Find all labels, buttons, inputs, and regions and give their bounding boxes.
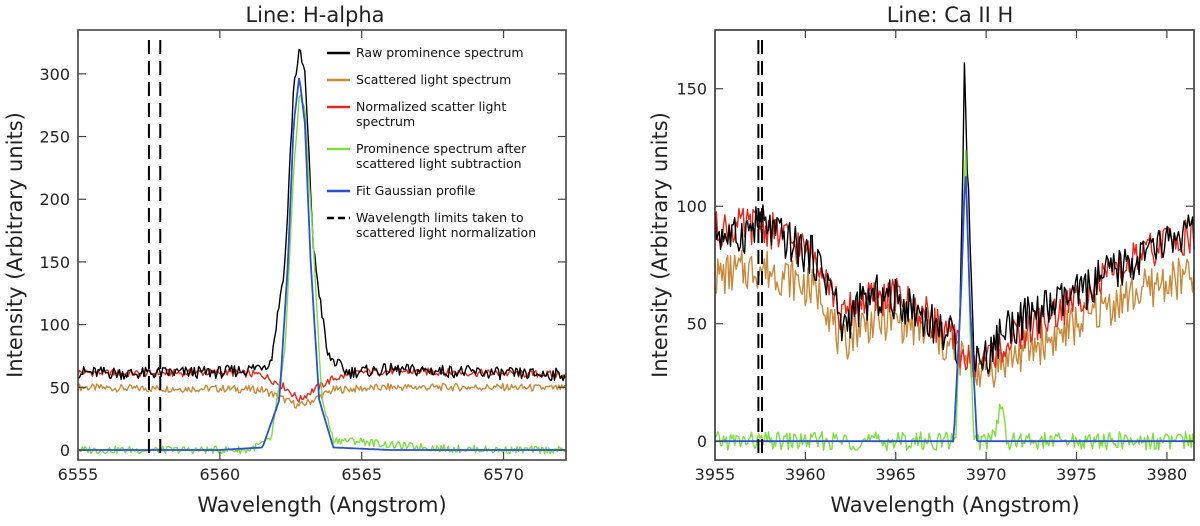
chart-panel-h-alpha: Line: H-alpha Raw prominence spectrum Sca… [3,3,567,517]
x-tick-label: 6565 [341,465,382,484]
x-ticks: 6555 6560 6565 6570 [58,30,524,484]
x-axis-label: Wavelength (Angstrom) [197,493,446,517]
x-tick-label: 6560 [200,465,241,484]
x-tick-label: 3970 [966,465,1007,484]
y-tick-label: 50 [687,315,707,334]
x-tick-label: 3975 [1056,465,1097,484]
plot-frame [77,29,567,461]
x-tick-label: 3980 [1147,465,1188,484]
x-tick-label: 6555 [58,465,99,484]
x-axis-label: Wavelength (Angstrom) [830,493,1079,517]
legend-label-scatter: Scattered light spectrum [356,72,511,87]
y-tick-label: 150 [676,80,707,99]
limit-lines [147,40,162,460]
series-group [714,62,1195,452]
series-sub-line [714,149,1195,452]
legend: Raw prominence spectrum Scattered light s… [327,45,536,240]
series-norm-line [77,366,567,403]
y-tick-label: 250 [39,128,70,147]
series-raw-line [714,62,1195,375]
plot-frame [714,29,1195,461]
y-ticks: 0 50 100 150 200 250 300 [39,65,566,460]
legend-label-sub: Prominence spectrum after scattered light… [356,141,527,171]
legend-label-norm: Normalized scatter light spectrum [356,99,506,129]
y-ticks: 0 50 100 150 [676,80,1194,451]
y-tick-label: 0 [60,441,70,460]
legend-label-fit: Fit Gaussian profile [356,183,476,198]
y-tick-label: 100 [676,197,707,216]
series-norm-line [714,207,1195,378]
x-ticks: 3955 3960 3965 3970 3975 3980 [695,30,1188,484]
x-tick-label: 6570 [483,465,524,484]
chart-title: Line: H-alpha [245,3,384,27]
series-raw-line [77,48,567,382]
x-tick-label: 3955 [695,465,736,484]
y-axis-label: Intensity (Arbitrary units) [3,112,27,378]
legend-label-raw: Raw prominence spectrum [356,45,524,60]
x-tick-label: 3960 [785,465,826,484]
legend-label-limits: Wavelength limits taken to scattered ligh… [356,210,536,240]
y-tick-label: 150 [39,253,70,272]
y-tick-label: 0 [697,432,707,451]
y-tick-label: 50 [50,378,70,397]
chart-panel-ca-ii-h: Line: Ca II H 3955 3960 3965 3970 3975 3980 0… [648,3,1195,517]
x-tick-label: 3965 [875,465,916,484]
y-axis-label: Intensity (Arbitrary units) [648,112,672,378]
series-scatter-line [714,250,1195,388]
y-tick-label: 300 [39,65,70,84]
y-tick-label: 200 [39,190,70,209]
series-fit-line [715,175,1194,443]
chart-title: Line: Ca II H [887,3,1014,27]
limit-lines [757,40,763,460]
y-tick-label: 100 [39,316,70,335]
